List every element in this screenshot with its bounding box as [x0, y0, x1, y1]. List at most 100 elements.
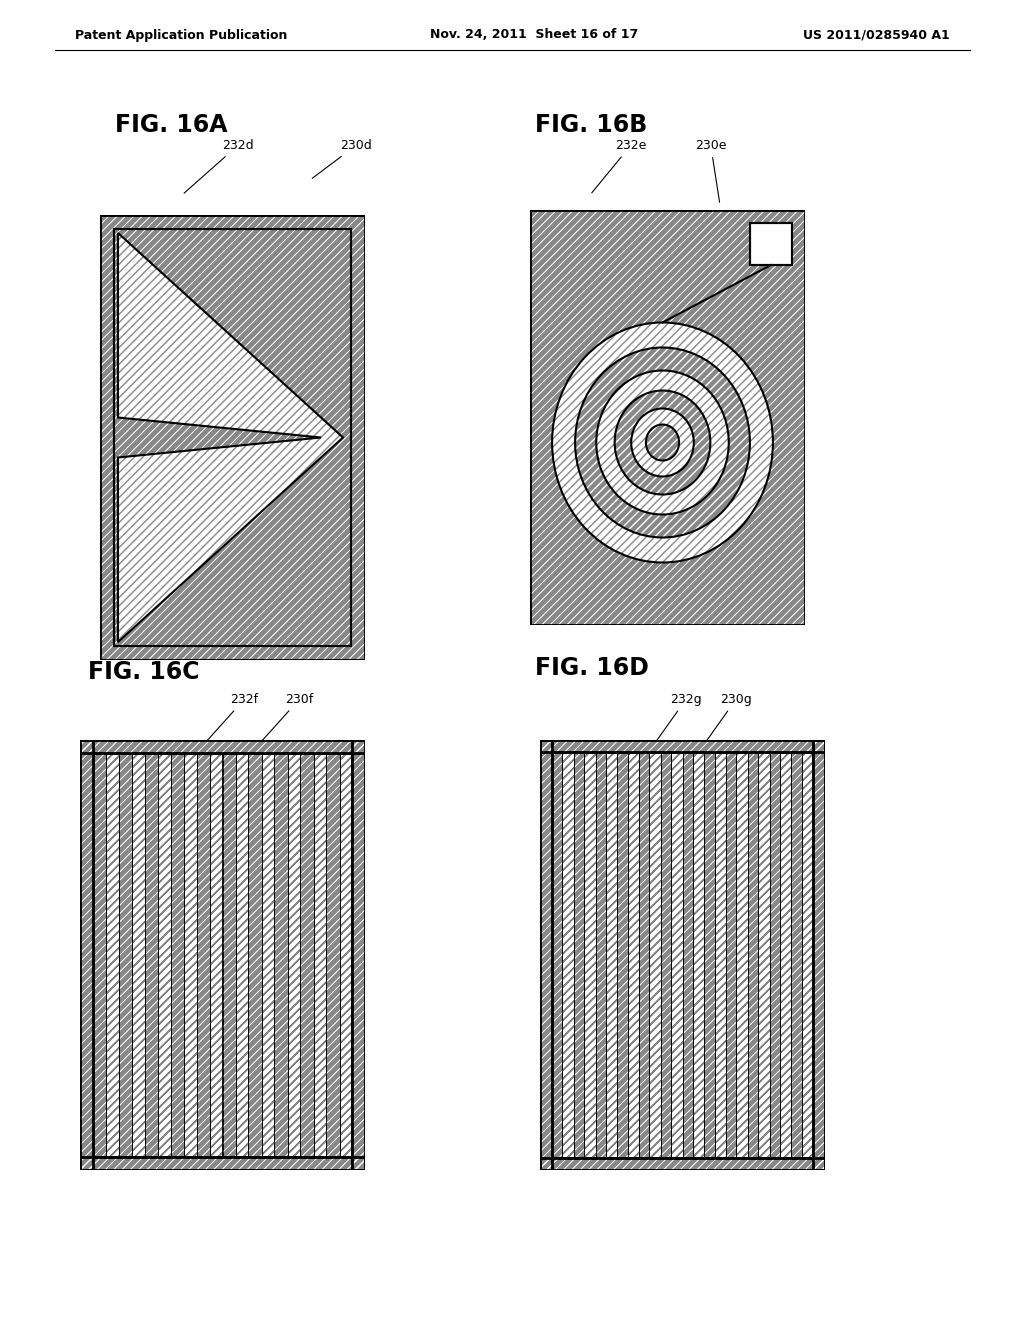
Bar [222, 752, 236, 1158]
Bar [649, 752, 660, 1158]
Bar [649, 752, 660, 1158]
Bar [236, 752, 249, 1158]
Bar [540, 741, 825, 752]
Bar [606, 752, 617, 1158]
Bar [222, 752, 236, 1158]
Ellipse shape [575, 347, 750, 537]
Bar [562, 752, 573, 1158]
Bar [274, 752, 288, 1158]
Bar [617, 752, 628, 1158]
Bar [750, 223, 792, 265]
Bar [705, 752, 715, 1158]
Bar [606, 752, 617, 1158]
Bar [249, 752, 262, 1158]
Bar [80, 1158, 365, 1170]
Bar [693, 752, 705, 1158]
Bar [144, 752, 159, 1158]
Text: 230g: 230g [707, 693, 752, 741]
Bar [562, 752, 573, 1158]
Bar [769, 752, 780, 1158]
Bar [106, 752, 119, 1158]
Bar [274, 752, 288, 1158]
Bar [715, 752, 726, 1158]
Bar [159, 752, 171, 1158]
Bar [671, 752, 683, 1158]
Bar [792, 752, 802, 1158]
Bar [352, 741, 365, 1170]
Bar [93, 752, 106, 1158]
Bar [352, 741, 365, 1170]
Bar [617, 752, 628, 1158]
Bar [80, 1158, 365, 1170]
Text: FIG. 16A: FIG. 16A [115, 114, 227, 137]
Bar [262, 752, 274, 1158]
Bar [726, 752, 736, 1158]
Bar [197, 752, 210, 1158]
Bar [693, 752, 705, 1158]
Bar [326, 752, 340, 1158]
Bar [80, 741, 365, 752]
Bar [705, 752, 715, 1158]
Bar [769, 752, 780, 1158]
Bar [552, 752, 562, 1158]
Bar [262, 752, 274, 1158]
Bar [132, 752, 144, 1158]
Bar [540, 1158, 825, 1170]
Bar [159, 752, 171, 1158]
Bar [106, 752, 119, 1158]
Bar [171, 752, 184, 1158]
Bar [750, 223, 792, 265]
Bar [159, 752, 171, 1158]
Bar [649, 752, 660, 1158]
Bar [750, 223, 792, 265]
Bar [114, 228, 351, 645]
Bar [288, 752, 300, 1158]
Text: US 2011/0285940 A1: US 2011/0285940 A1 [803, 29, 950, 41]
Bar [80, 741, 365, 752]
Bar [313, 752, 326, 1158]
Bar [540, 741, 552, 1170]
Bar [813, 741, 825, 1170]
Bar [93, 752, 106, 1158]
Bar [584, 752, 596, 1158]
Bar [573, 752, 584, 1158]
Bar [693, 752, 705, 1158]
Bar [552, 752, 562, 1158]
Bar [197, 752, 210, 1158]
Bar [144, 752, 159, 1158]
Bar [660, 752, 671, 1158]
Bar [726, 752, 736, 1158]
Bar [171, 752, 184, 1158]
Bar [758, 752, 769, 1158]
Bar [705, 752, 715, 1158]
Bar [197, 752, 210, 1158]
Text: 232f: 232f [207, 693, 258, 741]
Text: 230f: 230f [262, 693, 313, 741]
Bar [80, 741, 365, 752]
Bar [639, 752, 649, 1158]
Bar [683, 752, 693, 1158]
Bar [596, 752, 606, 1158]
Bar [736, 752, 748, 1158]
Ellipse shape [596, 371, 729, 515]
Bar [660, 752, 671, 1158]
Bar [313, 752, 326, 1158]
Bar [780, 752, 792, 1158]
Bar [210, 752, 222, 1158]
Text: 230e: 230e [695, 139, 726, 202]
Bar [184, 752, 197, 1158]
Bar [671, 752, 683, 1158]
Bar [340, 752, 352, 1158]
Bar [802, 752, 813, 1158]
Bar [639, 752, 649, 1158]
Bar [540, 741, 552, 1170]
Ellipse shape [646, 425, 679, 461]
Bar [93, 752, 106, 1158]
Bar [639, 752, 649, 1158]
Bar [736, 752, 748, 1158]
Bar [573, 752, 584, 1158]
Text: 232e: 232e [592, 139, 646, 193]
Ellipse shape [614, 391, 711, 495]
Bar [114, 228, 351, 645]
Bar [540, 741, 825, 752]
